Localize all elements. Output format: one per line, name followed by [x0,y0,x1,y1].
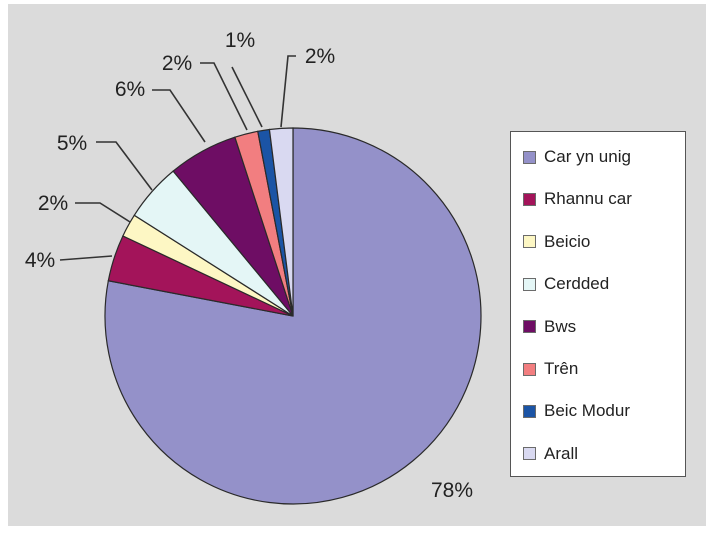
legend-item: Beicio [523,232,590,252]
legend-item: Cerdded [523,274,609,294]
legend-label: Bws [544,316,577,336]
legend-swatch [523,447,536,461]
legend-item: Arall [523,444,578,464]
leader-line [200,62,248,131]
legend-label: Cerdded [544,274,610,294]
legend-item: Trên [523,359,578,379]
data-label: 78% [431,479,473,502]
legend-swatch [523,404,536,418]
legend-item: Rhannu car [523,189,632,209]
legend-item: Bws [523,317,576,337]
data-label: 2% [305,45,335,68]
data-label: 6% [115,78,145,101]
leader-line [280,55,296,128]
data-label: 5% [57,132,87,155]
legend-label: Beic Modur [544,401,630,421]
legend-label: Rhannu car [544,189,632,209]
legend-label: Trên [544,359,579,378]
leader-line [75,202,131,223]
legend-swatch [523,362,536,376]
pie-slice-arall [268,127,294,317]
leader-line [96,141,153,191]
leader-line [152,89,206,143]
data-label: 2% [38,192,68,215]
legend-label: Car yn unig [544,147,631,166]
leader-line [231,66,263,128]
legend: Car yn unig Rhannu car Beicio Cerdded Bws Trê… [510,131,686,477]
data-label: 4% [25,249,55,272]
legend-swatch [523,192,536,206]
legend-item: Car yn unig [523,147,631,167]
data-label: 2% [162,52,192,75]
legend-item: Beic Modur [523,401,630,421]
data-label: 1% [225,29,255,52]
legend-swatch [523,235,536,249]
legend-label: Beicio [544,231,591,251]
legend-swatch [523,320,536,334]
leader-line [59,255,113,261]
legend-label: Arall [544,443,579,463]
legend-swatch [523,277,536,291]
legend-swatch [523,150,536,164]
